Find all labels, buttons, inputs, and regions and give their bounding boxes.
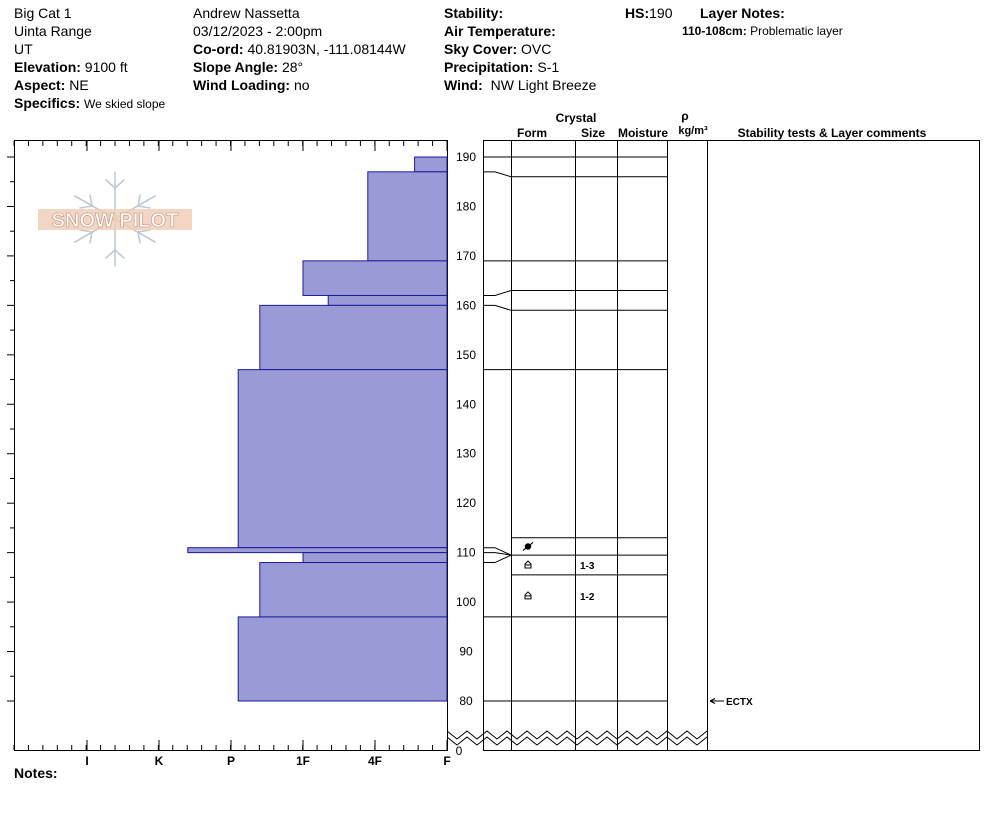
depth-tick-label: 90 <box>459 645 473 659</box>
stability-test-label: ECTX <box>726 697 753 708</box>
observer-name: Andrew Nassetta <box>193 5 300 21</box>
precipitation-field: Precipitation: S-1 <box>444 59 560 75</box>
hardness-layers <box>187 156 448 702</box>
hardness-tick-label: F <box>443 754 450 768</box>
hardness-tick-label: P <box>227 754 235 768</box>
hardness-layer <box>327 294 448 306</box>
depth-tick-label: 160 <box>456 298 476 312</box>
depth-tick-label: 110 <box>456 546 475 560</box>
layer-notes-label: Layer Notes: <box>700 5 785 21</box>
snowpilot-logo: SNOW PILOT <box>38 171 192 267</box>
depth-tick-label: 140 <box>456 397 476 411</box>
depth-tick-label: 120 <box>456 496 476 510</box>
hardness-layer <box>237 616 448 702</box>
notes-label: Notes: <box>14 765 58 781</box>
axis-break <box>446 730 708 746</box>
sky-cover-field: Sky Cover: OVC <box>444 41 552 57</box>
wind-loading-field: Wind Loading: no <box>193 77 310 93</box>
hardness-axis: I K P 1F 4F F <box>13 141 451 768</box>
faceted-crystal-icon <box>524 560 532 569</box>
crystal-header: Crystal <box>556 111 597 125</box>
aspect-field: Aspect: NE <box>14 77 89 93</box>
grain-rows: 1-3 1-2 <box>483 156 667 702</box>
stability-header: Stability tests & Layer comments <box>738 126 927 140</box>
hardness-layer <box>259 304 448 371</box>
density-unit: kg/m³ <box>678 125 708 137</box>
size-header: Size <box>581 126 605 140</box>
hardness-layer <box>259 562 448 618</box>
air-temperature-field: Air Temperature: <box>444 23 556 39</box>
stability-tests: ECTX <box>709 697 753 708</box>
depth-zero-label: 0 <box>456 744 463 758</box>
hardness-layer <box>414 156 448 173</box>
hardness-tick-label: I <box>85 754 88 768</box>
depth-tick-label: 170 <box>456 249 476 263</box>
surface-hoar-icon <box>522 541 534 551</box>
wind-field: Wind: NW Light Breeze <box>444 77 597 93</box>
grain-size-label: 1-3 <box>580 561 595 572</box>
grain-columns <box>511 141 708 750</box>
elevation-field: Elevation: 9100 ft <box>14 59 128 75</box>
faceted-crystal-icon <box>524 591 532 600</box>
depth-tick-label: 180 <box>456 199 476 213</box>
hardness-layer <box>187 547 448 554</box>
state-name: UT <box>14 41 33 57</box>
depth-axis: 190 180 170 160 150 140 130 120 110 100 90 80 <box>7 150 476 708</box>
grain-size-label: 1-2 <box>580 592 595 603</box>
site-name: Big Cat 1 <box>14 5 72 21</box>
depth-tick-label: 100 <box>456 595 476 609</box>
obs-datetime: 03/12/2023 - 2:00pm <box>193 23 323 39</box>
hardness-layer <box>237 369 448 549</box>
hardness-layer <box>367 171 448 262</box>
coord-field: Co-ord: 40.81903N, -111.08144W <box>193 41 406 57</box>
hardness-layer <box>302 552 448 564</box>
slope-angle-field: Slope Angle: 28° <box>193 59 304 75</box>
hardness-layer <box>302 260 448 296</box>
form-header: Form <box>517 126 547 140</box>
specifics-field: Specifics: We skied slope <box>14 95 166 111</box>
layer-note: 110-108cm: Problematic layer <box>682 24 843 38</box>
grain-table-frame <box>483 140 980 751</box>
hardness-tick-label: K <box>155 754 164 768</box>
moisture-header: Moisture <box>618 126 668 140</box>
hardness-tick-label: 4F <box>368 754 382 768</box>
depth-tick-label: 150 <box>456 348 476 362</box>
hs-field: HS:190 <box>625 5 673 21</box>
logo-text: SNOW PILOT <box>52 210 179 232</box>
depth-tick-label: 80 <box>459 694 473 708</box>
hardness-tick-label: 1F <box>296 754 310 768</box>
depth-tick-label: 130 <box>456 447 476 461</box>
stability-field: Stability: <box>444 5 504 21</box>
depth-tick-label: 190 <box>456 150 476 164</box>
density-symbol: ρ <box>681 109 688 123</box>
range-name: Uinta Range <box>14 23 92 39</box>
